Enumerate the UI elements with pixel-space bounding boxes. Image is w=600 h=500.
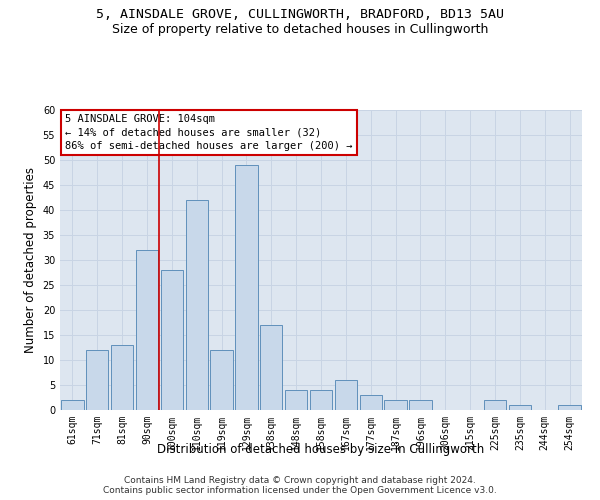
Bar xyxy=(409,400,431,410)
Text: Contains public sector information licensed under the Open Government Licence v3: Contains public sector information licen… xyxy=(103,486,497,495)
Y-axis label: Number of detached properties: Number of detached properties xyxy=(24,167,37,353)
Bar xyxy=(111,345,133,410)
Bar xyxy=(385,400,407,410)
Bar xyxy=(559,405,581,410)
Text: 5, AINSDALE GROVE, CULLINGWORTH, BRADFORD, BD13 5AU: 5, AINSDALE GROVE, CULLINGWORTH, BRADFOR… xyxy=(96,8,504,20)
Bar xyxy=(484,400,506,410)
Bar xyxy=(310,390,332,410)
Bar xyxy=(260,325,283,410)
Bar xyxy=(211,350,233,410)
Bar xyxy=(509,405,531,410)
Bar xyxy=(161,270,183,410)
Text: Distribution of detached houses by size in Cullingworth: Distribution of detached houses by size … xyxy=(157,442,485,456)
Bar xyxy=(235,165,257,410)
Text: 5 AINSDALE GROVE: 104sqm
← 14% of detached houses are smaller (32)
86% of semi-d: 5 AINSDALE GROVE: 104sqm ← 14% of detach… xyxy=(65,114,353,151)
Bar xyxy=(136,250,158,410)
Bar xyxy=(86,350,109,410)
Bar xyxy=(185,200,208,410)
Text: Contains HM Land Registry data © Crown copyright and database right 2024.: Contains HM Land Registry data © Crown c… xyxy=(124,476,476,485)
Bar xyxy=(285,390,307,410)
Text: Size of property relative to detached houses in Cullingworth: Size of property relative to detached ho… xyxy=(112,22,488,36)
Bar xyxy=(335,380,357,410)
Bar xyxy=(61,400,83,410)
Bar xyxy=(359,395,382,410)
